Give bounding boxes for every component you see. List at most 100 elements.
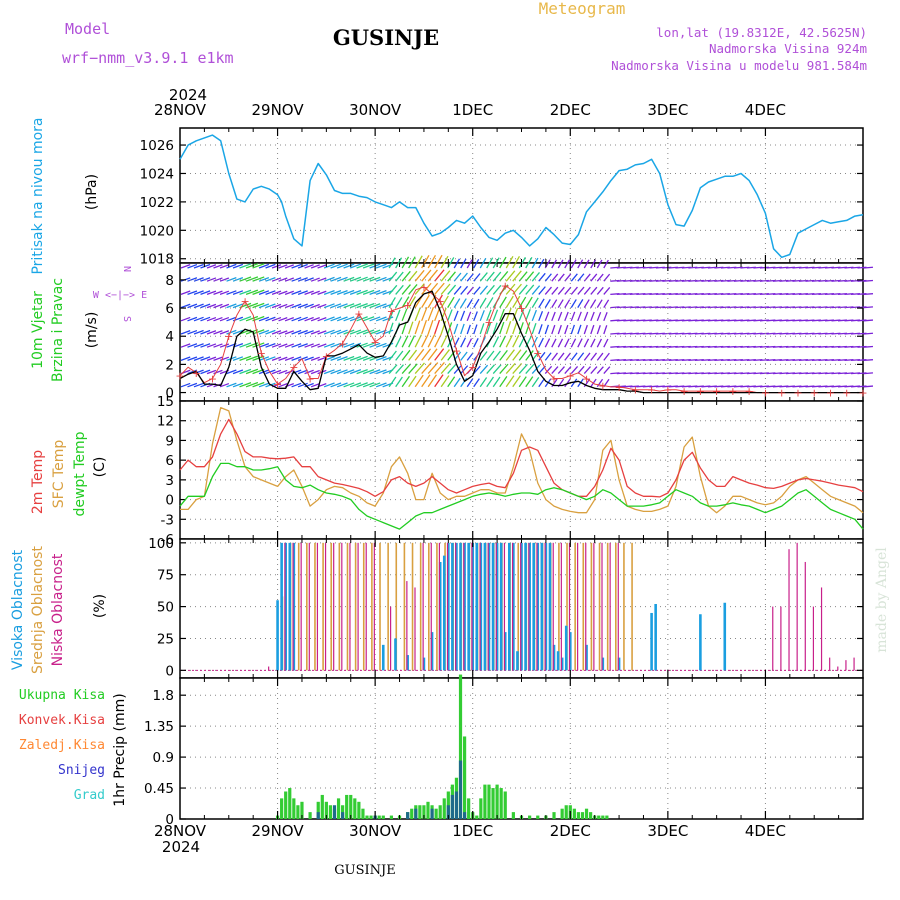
wind-barb (453, 258, 461, 269)
wind-barb (252, 263, 265, 269)
watermark: made by Angel (874, 547, 890, 653)
wind-barb (479, 310, 485, 322)
wind-barb (232, 290, 244, 296)
precip-total-bar (584, 808, 589, 819)
wind-barb (401, 270, 411, 282)
y-tick-label: 1026 (140, 138, 174, 154)
pressure-ticks: 1018 1020 1022 1024 1026 (140, 128, 863, 268)
wind-barb (590, 299, 597, 308)
wind-barb (258, 290, 270, 296)
wind-barb (564, 352, 572, 361)
wind-barb (297, 343, 308, 348)
y-tick-label: -3 (161, 512, 174, 528)
wind-barb (187, 316, 198, 322)
wind-barb (863, 319, 874, 322)
wind-barb (486, 309, 492, 322)
wind-barb (284, 330, 294, 335)
precip-total-bar (491, 788, 495, 819)
wind-barb (317, 343, 327, 348)
wind-barb (304, 330, 314, 335)
pressure-frame (179, 127, 864, 264)
wind-barb (577, 259, 584, 269)
wind-barb (525, 322, 531, 335)
wind-barb (512, 363, 523, 375)
precip-total-bar (381, 815, 385, 819)
wind-barb (421, 333, 429, 348)
wind-barb (499, 256, 507, 269)
wind-gust-marker: + (745, 385, 754, 398)
wind-barb (401, 296, 410, 308)
wind-barb (278, 290, 288, 296)
pressure-series (179, 134, 864, 259)
wind-barb (193, 369, 204, 375)
wind-barb (447, 296, 455, 308)
wind-barb (570, 286, 578, 295)
wind-barb (271, 330, 282, 335)
wind-barb (570, 338, 577, 348)
wind-barb (512, 349, 522, 361)
y-tick-label: -6 (161, 532, 174, 548)
wind-barb (226, 263, 237, 269)
precip-total-bar (389, 815, 394, 819)
precip-unit: 1hr Precip (mm) (112, 693, 128, 806)
precip-total-bar (487, 784, 491, 819)
wind-barb (258, 316, 270, 322)
wind-barb (395, 336, 402, 348)
wind-barb (187, 263, 198, 269)
precip-total-bar (434, 808, 438, 819)
footer-station: GUSINJE (334, 863, 395, 878)
wind-barb (232, 382, 244, 388)
wind-barb (557, 324, 562, 335)
wind-barb (525, 284, 535, 295)
wind-barb (440, 283, 451, 295)
wind-barb (596, 338, 603, 348)
wind-barb (434, 269, 445, 282)
wind-barb (447, 271, 456, 282)
wind-barb (460, 377, 468, 388)
temp-unit: (C) (92, 457, 108, 478)
wind-title: 10m Vjetar (30, 291, 46, 369)
wind-barb (440, 255, 449, 269)
wind-barb (427, 319, 434, 335)
precip-total-bar (572, 808, 576, 819)
precip-total-bar (499, 788, 503, 819)
wind-barb (551, 273, 559, 282)
y-tick-label: 0.9 (153, 750, 174, 766)
time-label-bottom: 3DEC (647, 822, 688, 840)
wind-barb (447, 350, 456, 361)
wind-barb (180, 303, 191, 309)
wind-barb (362, 382, 375, 388)
wind-barb (427, 255, 437, 269)
wind-barb (466, 324, 471, 335)
wind-barb (258, 329, 270, 335)
wind-barb (518, 350, 528, 361)
precip-frame (179, 677, 864, 820)
wind-barb (252, 289, 265, 296)
wind-barb (460, 285, 469, 295)
wind-gust-marker: + (501, 280, 510, 293)
wind-barb (863, 359, 874, 362)
wind-barb (200, 290, 211, 296)
wind-barb (232, 356, 244, 362)
wind-barb (271, 264, 282, 269)
wind-barb (596, 273, 604, 282)
model-elevation: Nadmorska Visina u modelu 981.584m (611, 58, 867, 73)
wind-barb (590, 352, 598, 361)
wind-barb (473, 338, 479, 348)
wind-barb (453, 365, 462, 375)
precip-total-bar (597, 815, 601, 819)
wind-barb (863, 372, 874, 375)
wind-barb (239, 382, 252, 388)
wind-barb (544, 365, 553, 375)
wind-gust-marker: + (192, 367, 201, 380)
wind-barb (473, 298, 480, 308)
wind-barb (499, 271, 509, 282)
wind-barb (213, 343, 223, 348)
wind-barb (271, 343, 282, 348)
wind-barb (317, 290, 327, 296)
wind-barb (291, 343, 302, 348)
wind-barb (427, 269, 438, 282)
wind-barb (408, 296, 417, 308)
wind-barb (538, 337, 544, 348)
temperature-grid (180, 401, 863, 539)
